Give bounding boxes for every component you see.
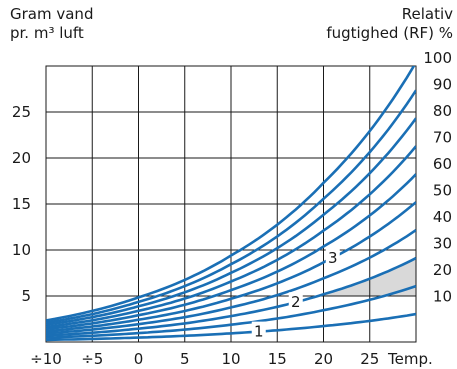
rh-curve-90: [46, 89, 416, 324]
marker-label: 1: [254, 323, 264, 341]
rh-tick-label: 30: [433, 235, 452, 253]
x-axis-label: Temp.: [387, 350, 433, 368]
rh-tick-label: 70: [433, 129, 452, 147]
rh-curves: [46, 66, 416, 342]
rh-axis-label-line2: fugtighed (RF) %: [326, 24, 453, 42]
rh-tick-label: 50: [433, 182, 452, 200]
y-tick-label: 10: [12, 241, 31, 259]
x-tick-label: 25: [360, 350, 379, 368]
marker-bg: [251, 321, 266, 341]
rh-curve-60: [46, 173, 416, 331]
rh-tick-labels: 100 90 80 70 60 50 40 30 20 10: [423, 49, 452, 306]
y-tick-label: 20: [12, 149, 31, 167]
rh-curve-50: [46, 201, 416, 333]
y-axis-label-line2: pr. m³ luft: [10, 24, 84, 42]
rh-tick-label: 20: [433, 261, 452, 279]
marker-label: 3: [328, 249, 338, 267]
rh-tick-label: 10: [433, 288, 452, 306]
y-tick-labels: 5 10 15 20 25: [12, 103, 31, 305]
x-tick-label: 0: [134, 350, 144, 368]
x-tick-label: 5: [180, 350, 190, 368]
rh-tick-label: 80: [433, 102, 452, 120]
rh-axis-label-line1: Relativ: [402, 5, 453, 23]
rh-curve-10: [46, 312, 416, 342]
rh-curve-20: [46, 284, 416, 339]
y-tick-label: 25: [12, 103, 31, 121]
rh-tick-label: 90: [433, 76, 452, 94]
y-tick-label: 5: [21, 287, 31, 305]
rh-tick-label: 40: [433, 208, 452, 226]
x-tick-label: 10: [221, 350, 240, 368]
rh-curve-70: [46, 145, 416, 329]
x-tick-label: 15: [268, 350, 287, 368]
marker-bg: [288, 292, 303, 312]
rh-tick-label: 100: [423, 49, 452, 67]
rh-curve-80: [46, 117, 416, 326]
plot-frame: [45, 65, 417, 343]
rh-curve-40: [46, 229, 416, 335]
x-tick-labels: ÷10 ÷5 0 5 10 15 20 25: [30, 350, 379, 368]
x-tick-label: ÷5: [81, 350, 103, 368]
y-axis-label-line1: Gram vand: [10, 5, 93, 23]
curve-markers: 1 2 3: [251, 247, 340, 341]
marker-bg: [325, 247, 340, 267]
marker-label: 2: [291, 293, 301, 311]
rh-curve-30: [46, 256, 416, 337]
x-tick-label: 20: [314, 350, 333, 368]
x-tick-label: ÷10: [30, 350, 62, 368]
y-tick-label: 15: [12, 195, 31, 213]
rh-tick-label: 60: [433, 155, 452, 173]
rh-curve-100: [46, 66, 416, 322]
